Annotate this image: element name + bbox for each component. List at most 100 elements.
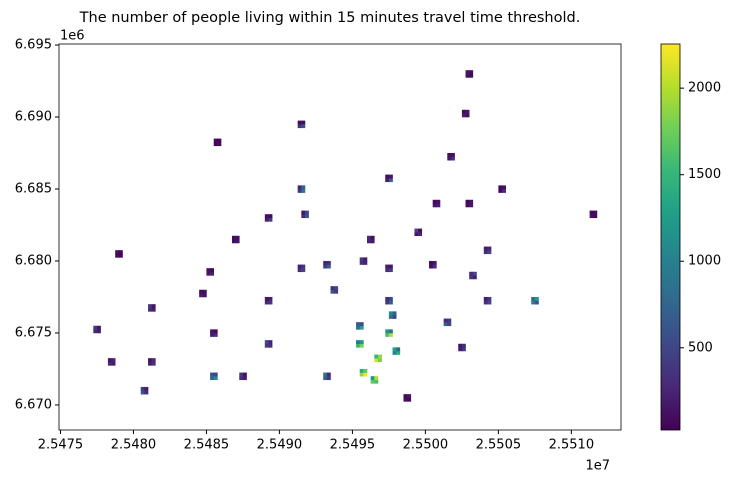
grid-cell xyxy=(388,329,393,334)
grid-cell xyxy=(301,264,306,269)
grid-cell xyxy=(148,358,152,363)
grid-cell xyxy=(461,343,466,348)
grid-cell xyxy=(326,264,331,269)
grid-cell xyxy=(469,271,474,276)
grid-cell xyxy=(432,199,437,204)
grid-cell xyxy=(301,120,306,125)
y-tick-label: 6.675 xyxy=(15,325,52,340)
x-tick-label: 2.5495 xyxy=(330,438,376,453)
grid-cell xyxy=(264,300,269,305)
grid-cell xyxy=(367,235,371,240)
grid-cell xyxy=(472,275,477,280)
grid-cell xyxy=(297,264,302,269)
grid-cell xyxy=(115,253,120,258)
grid-cell xyxy=(210,372,215,377)
grid-cell xyxy=(115,250,120,255)
grid-cell xyxy=(323,260,328,265)
grid-cell xyxy=(210,268,215,273)
grid-cell xyxy=(385,329,390,334)
grid-cell xyxy=(447,156,452,161)
grid-cell xyxy=(297,185,302,190)
y-tick-label: 6.695 xyxy=(15,38,52,53)
grid-cell xyxy=(385,268,390,273)
grid-cell xyxy=(403,397,408,402)
grid-cell xyxy=(388,296,393,301)
grid-cell xyxy=(118,250,123,255)
grid-cell xyxy=(483,246,488,251)
grid-cell xyxy=(356,343,361,348)
grid-cell xyxy=(268,300,273,305)
grid-cell xyxy=(326,260,331,265)
grid-cell xyxy=(356,325,361,330)
grid-cell xyxy=(107,361,112,366)
grid-cell xyxy=(374,376,379,381)
grid-cell xyxy=(385,264,390,269)
grid-cell xyxy=(297,124,302,129)
grid-cell xyxy=(363,260,368,265)
grid-cell xyxy=(388,264,393,269)
grid-cell xyxy=(202,289,207,294)
grid-cell xyxy=(407,397,412,402)
y-tick-label: 6.685 xyxy=(15,181,52,196)
grid-cell xyxy=(151,304,156,309)
grid-cell xyxy=(213,142,218,147)
grid-cell xyxy=(301,188,306,193)
grid-cell xyxy=(323,372,328,377)
grid-cell xyxy=(589,210,594,215)
grid-cell xyxy=(407,394,412,399)
grid-cell xyxy=(96,329,101,334)
grid-cell xyxy=(469,203,474,208)
chart-title: The number of people living within 15 mi… xyxy=(79,10,581,26)
grid-cell xyxy=(593,210,598,215)
grid-cell xyxy=(264,343,269,348)
grid-cell xyxy=(414,232,419,237)
grid-cell xyxy=(363,257,368,262)
grid-cell xyxy=(268,217,273,222)
grid-cell xyxy=(436,199,441,204)
grid-cell xyxy=(377,358,382,363)
grid-cell xyxy=(213,332,218,337)
grid-cell xyxy=(359,368,364,373)
grid-cell xyxy=(418,232,423,237)
grid-cell xyxy=(392,350,397,355)
grid-cell xyxy=(268,343,273,348)
grid-cell xyxy=(498,188,503,193)
grid-cell xyxy=(589,214,594,219)
grid-cell xyxy=(443,318,448,323)
grid-cell xyxy=(206,271,211,276)
grid-cell xyxy=(210,376,215,381)
grid-cell xyxy=(304,210,309,215)
grid-cell xyxy=(268,296,273,301)
grid-cell xyxy=(242,376,247,381)
grid-cell xyxy=(388,268,393,273)
grid-cell xyxy=(392,347,397,352)
grid-cell xyxy=(231,239,236,244)
grid-cell xyxy=(465,199,470,204)
grid-cell xyxy=(465,113,470,118)
grid-cell xyxy=(385,300,390,305)
grid-cell xyxy=(148,304,152,309)
grid-cell xyxy=(301,124,306,129)
x-tick-label: 2.5475 xyxy=(38,438,84,453)
x-tick-label: 2.5505 xyxy=(476,438,522,453)
grid-cell xyxy=(414,228,419,233)
grid-cell xyxy=(388,178,393,183)
grid-cell xyxy=(297,268,302,273)
grid-cell xyxy=(388,300,393,305)
y-tick-label: 6.670 xyxy=(15,397,52,412)
grid-cell xyxy=(334,286,339,291)
grid-cell xyxy=(199,293,204,298)
grid-cell xyxy=(377,354,382,359)
grid-cell xyxy=(148,361,152,366)
grid-cell xyxy=(323,264,328,269)
grid-cell xyxy=(217,142,222,147)
grid-cell xyxy=(148,307,152,312)
grid-cell xyxy=(301,210,306,215)
x-offset-label: 1e7 xyxy=(585,459,610,474)
grid-cell xyxy=(93,325,98,330)
grid-cell xyxy=(330,289,335,294)
grid-cell xyxy=(151,358,156,363)
grid-cell xyxy=(356,322,361,327)
y-offset-label: 1e6 xyxy=(60,29,85,44)
x-tick-label: 2.5500 xyxy=(403,438,449,453)
